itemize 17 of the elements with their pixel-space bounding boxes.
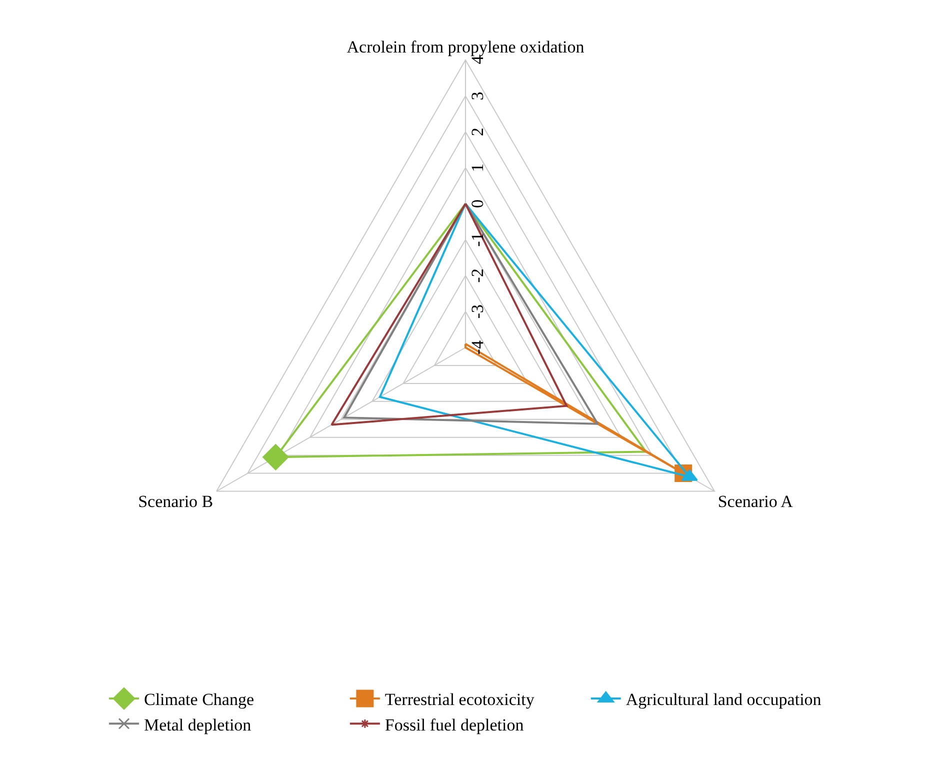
- y-tick-label: 2: [468, 128, 487, 136]
- y-tick-label: 0: [468, 200, 487, 208]
- y-tick-label: -3: [468, 304, 487, 319]
- spoke-label: Acrolein from propylene oxidation: [346, 38, 585, 57]
- spoke-label: Scenario B: [138, 492, 214, 511]
- legend-label: Fossil fuel depletion: [384, 715, 524, 734]
- y-tick-label: 3: [468, 92, 487, 100]
- y-tick-label: 4: [468, 55, 487, 64]
- legend-label: Agricultural land occupation: [626, 690, 822, 710]
- legend-label: Climate Change: [144, 690, 254, 710]
- y-tick-label: -2: [468, 268, 487, 283]
- legend-label: Metal depletion: [144, 715, 252, 734]
- spoke-label: Scenario A: [718, 492, 794, 511]
- y-tick-label: -4: [468, 340, 487, 355]
- y-tick-label: 1: [468, 164, 487, 172]
- y-tick-label: -1: [468, 232, 487, 247]
- legend-label: Terrestrial ecotoxicity: [384, 690, 535, 710]
